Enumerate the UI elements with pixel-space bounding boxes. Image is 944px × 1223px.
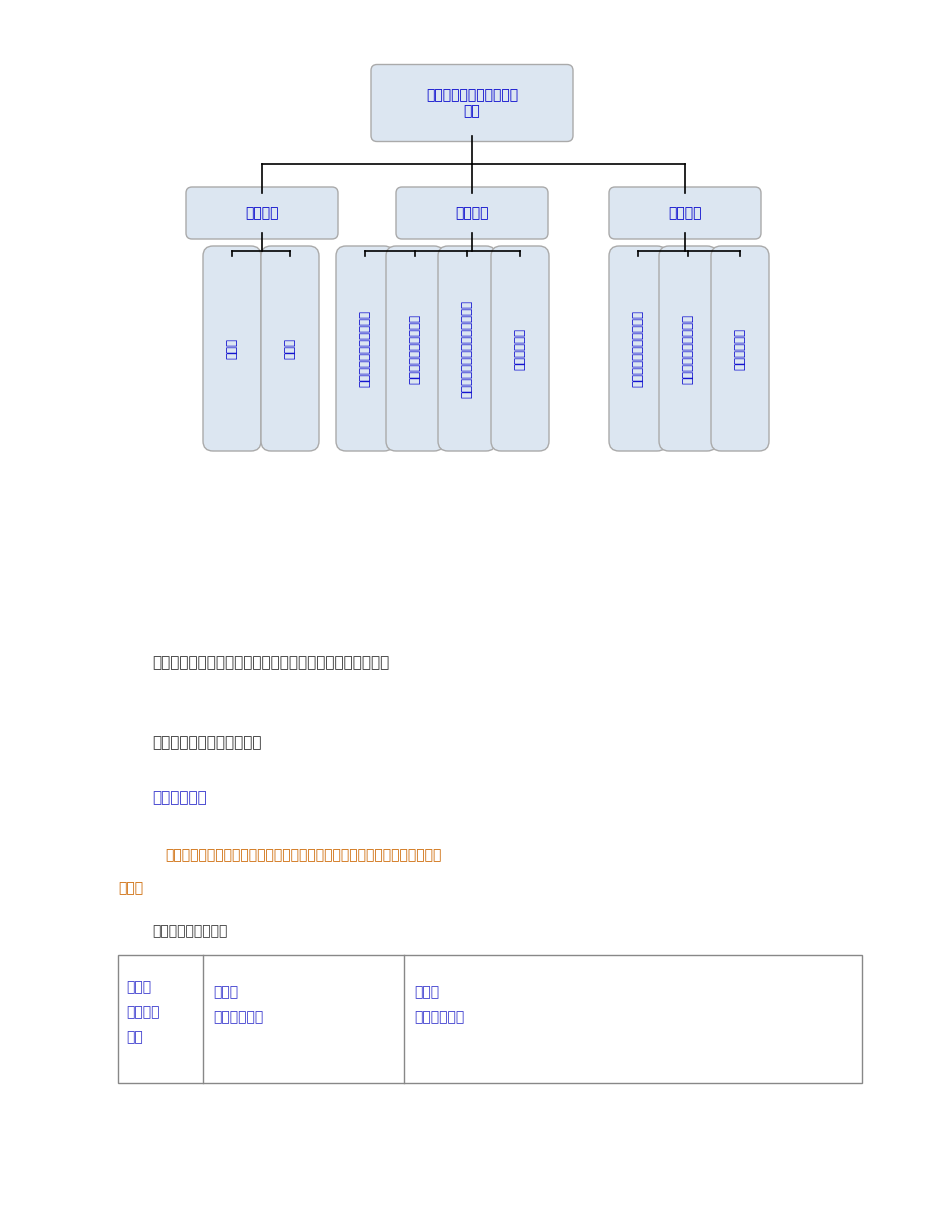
Text: 素）: 素）: [126, 1030, 143, 1044]
FancyBboxPatch shape: [658, 246, 716, 451]
Text: 表一：评价指标体系: 表一：评价指标体系: [152, 925, 228, 938]
Text: 项目）: 项目）: [118, 881, 143, 895]
FancyBboxPatch shape: [608, 246, 666, 451]
Text: 成果与市场对接的有效性: 成果与市场对接的有效性: [358, 309, 371, 386]
Text: （评价指标）: （评价指标）: [413, 1010, 464, 1024]
Text: （适用于评价装备制造业、信息产业化、新材料、生物技术领域的科技成果: （适用于评价装备制造业、信息产业化、新材料、生物技术领域的科技成果: [165, 848, 441, 862]
FancyBboxPatch shape: [261, 246, 319, 451]
FancyBboxPatch shape: [371, 65, 572, 142]
Text: 各领域评价指标体系及解释: 各领域评价指标体系及解释: [152, 735, 261, 751]
Text: 技术水平: 技术水平: [245, 205, 278, 220]
Text: 成果转化为技术标准的主要作用: 成果转化为技术标准的主要作用: [460, 300, 473, 397]
FancyBboxPatch shape: [396, 187, 548, 238]
FancyBboxPatch shape: [710, 246, 768, 451]
FancyBboxPatch shape: [491, 246, 548, 451]
Text: 成果转化为技术标准潜力
分析: 成果转化为技术标准潜力 分析: [426, 88, 517, 119]
FancyBboxPatch shape: [608, 187, 760, 238]
Bar: [118, 955, 861, 1084]
Text: 经济效益: 经济效益: [455, 205, 488, 220]
Text: 对社会可持续发展的作用: 对社会可持续发展的作用: [631, 309, 644, 386]
Text: 评价指标体系: 评价指标体系: [152, 790, 207, 806]
Text: 要素层: 要素层: [212, 985, 238, 999]
Text: 指标层: 指标层: [413, 985, 439, 999]
FancyBboxPatch shape: [336, 246, 394, 451]
Text: （评价因: （评价因: [126, 1005, 160, 1019]
Text: （评价要素）: （评价要素）: [212, 1010, 263, 1024]
FancyBboxPatch shape: [385, 246, 444, 451]
Text: 准则层: 准则层: [126, 980, 151, 994]
Text: 预期社会效益: 预期社会效益: [733, 328, 746, 369]
FancyBboxPatch shape: [437, 246, 496, 451]
Text: 预期经济效益: 预期经济效益: [513, 328, 526, 369]
Text: 对保障国家安全的作用: 对保障国家安全的作用: [681, 313, 694, 384]
FancyBboxPatch shape: [186, 187, 338, 238]
Text: 先进性: 先进性: [283, 338, 296, 360]
Text: 成果推广后的主要作用: 成果推广后的主要作用: [408, 313, 421, 384]
Text: 国家科技计划成果转化为技术标准评价指标总体系（框架）: 国家科技计划成果转化为技术标准评价指标总体系（框架）: [152, 656, 389, 670]
Text: 社会效益: 社会效益: [667, 205, 701, 220]
Text: 成熟性: 成熟性: [226, 338, 238, 360]
FancyBboxPatch shape: [203, 246, 261, 451]
